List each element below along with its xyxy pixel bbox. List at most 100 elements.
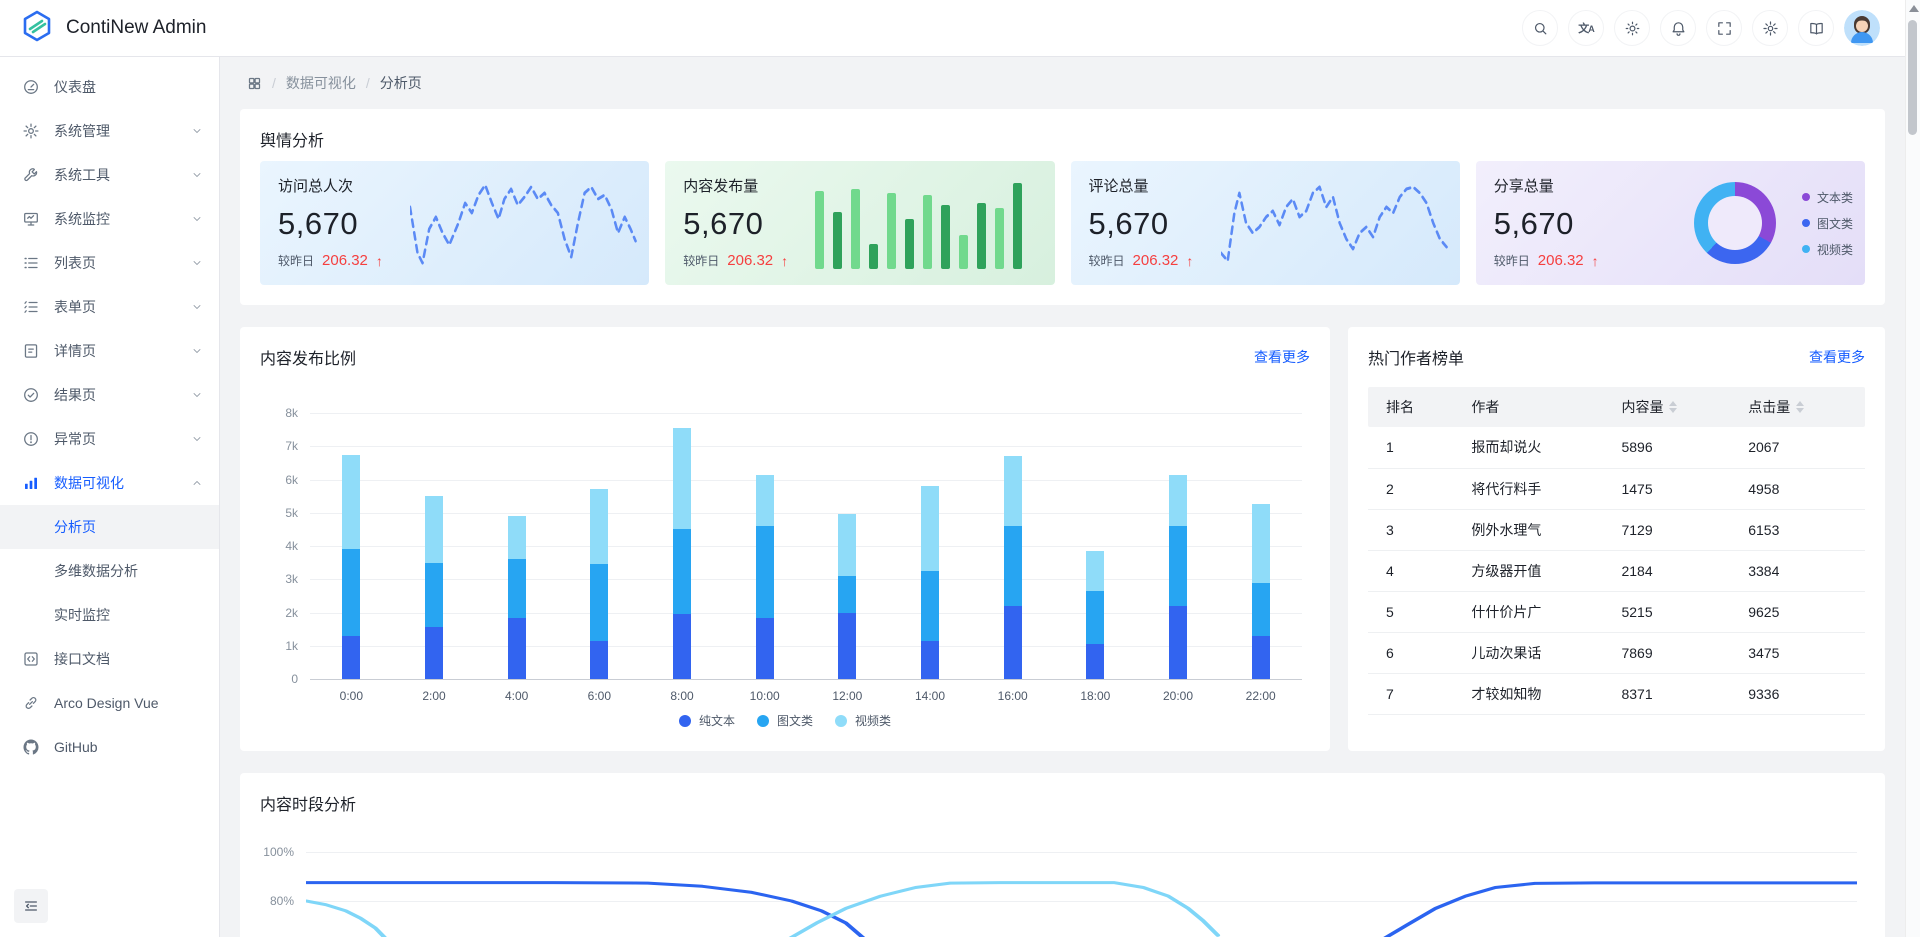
chevron-down-icon: [191, 433, 203, 445]
sidebar-subitem[interactable]: 实时监控: [0, 593, 219, 637]
stacked-bar[interactable]: [838, 514, 857, 679]
bar-segment-视频类: [673, 427, 691, 530]
stacked-bar[interactable]: [1251, 504, 1270, 679]
chart-gridline: [306, 852, 1857, 853]
sidebar-item-9[interactable]: 异常页: [0, 417, 219, 461]
theme-button[interactable]: [1614, 10, 1650, 46]
bar-segment-图文类: [590, 564, 609, 641]
x-axis-label: 18:00: [1080, 689, 1111, 703]
stat-card-title: 分享总量: [1493, 178, 1554, 195]
sidebar-item-6[interactable]: 表单页: [0, 285, 219, 329]
stat-card-value: 5,670: [1493, 206, 1574, 241]
link-icon: [22, 694, 40, 712]
donut-chart-wrap: 文本类 图文类 视频类: [1693, 182, 1853, 264]
x-axis-label: 20:00: [1162, 689, 1194, 703]
legend-label: 视频类: [1816, 242, 1853, 257]
docs-button[interactable]: [1798, 10, 1834, 46]
stat-card-compare: 较昨日 206.32 ↑: [683, 252, 1036, 269]
fullscreen-button[interactable]: [1706, 10, 1742, 46]
sidebar-item-11[interactable]: 接口文档: [0, 637, 219, 681]
stat-card-chart: [1220, 175, 1448, 271]
stacked-bar[interactable]: [425, 496, 443, 679]
sidebar-subitem-label: 分析页: [54, 519, 96, 535]
legend-dot: [756, 714, 769, 727]
sidebar-item-13[interactable]: GitHub: [0, 725, 219, 769]
compare-label: 较昨日: [1088, 254, 1125, 268]
scrollbar-thumb[interactable]: [1908, 20, 1917, 135]
stacked-bar[interactable]: [755, 474, 774, 679]
y-axis-label: 80%: [269, 894, 294, 908]
stacked-bar[interactable]: [1086, 551, 1105, 679]
mini-bar: [1013, 183, 1023, 269]
stat-card-compare: 较昨日 206.32 ↑: [278, 252, 631, 269]
column-label: 作者: [1471, 399, 1500, 415]
bar-segment-视频类: [1003, 456, 1022, 527]
bar-segment-图文类: [507, 559, 526, 618]
stacked-bar[interactable]: [507, 516, 526, 679]
sidebar-item-label: 接口文档: [54, 651, 110, 667]
breadcrumb-item[interactable]: 分析页: [379, 75, 422, 91]
sidebar-item-label: 列表页: [54, 255, 96, 271]
sidebar-item-1[interactable]: 仪表盘: [0, 65, 219, 109]
app-header: ContiNew Admin 文A: [0, 0, 1920, 57]
sidebar-subitem[interactable]: 多维数据分析: [0, 549, 219, 593]
top-authors-title: 热门作者榜单: [1368, 351, 1465, 368]
table-header-cell[interactable]: 内容量: [1611, 387, 1739, 427]
y-axis-label: 1k: [285, 638, 298, 653]
sidebar-item-7[interactable]: 详情页: [0, 329, 219, 373]
scrollbar-up-arrow[interactable]: [1909, 5, 1919, 12]
stacked-bar[interactable]: [342, 454, 361, 679]
stacked-bar[interactable]: [673, 427, 691, 679]
sidebar-item-4[interactable]: 系统监控: [0, 197, 219, 241]
notifications-button[interactable]: [1660, 10, 1696, 46]
vertical-scrollbar[interactable]: [1905, 0, 1920, 937]
authors-more-link[interactable]: 查看更多: [1809, 349, 1865, 365]
publish-more-link[interactable]: 查看更多: [1254, 349, 1310, 365]
x-axis-label: 2:00: [422, 689, 446, 703]
top-authors-card: 热门作者榜单 查看更多 排名 作者 内容量 点击量 1 报而却说火 5896 2067 2 将代…: [1348, 327, 1885, 751]
legend-dot: [678, 714, 691, 727]
sidebar-item-12[interactable]: Arco Design Vue: [0, 681, 219, 725]
sidebar-item-2[interactable]: 系统管理: [0, 109, 219, 153]
gear-icon: [22, 122, 40, 140]
bar-segment-视频类: [1086, 551, 1105, 591]
stat-card-2: 内容发布量 5,670 较昨日 206.32 ↑: [665, 161, 1055, 285]
period-analysis-title: 内容时段分析: [260, 797, 357, 814]
stacked-bar[interactable]: [590, 489, 609, 679]
sidebar-collapse-button[interactable]: [14, 889, 48, 923]
mini-bar: [887, 193, 897, 269]
sidebar-item-label: GitHub: [54, 739, 98, 755]
x-axis-label: 10:00: [749, 689, 780, 703]
chart-legend-item[interactable]: 图文类: [756, 712, 813, 729]
stacked-bar[interactable]: [1169, 474, 1187, 679]
user-avatar[interactable]: [1844, 10, 1880, 46]
search-button[interactable]: [1522, 10, 1558, 46]
sidebar-item-10[interactable]: 数据可视化: [0, 461, 219, 505]
bar-segment-图文类: [673, 529, 691, 615]
stat-card-compare: 较昨日 206.32 ↑: [1494, 252, 1847, 269]
breadcrumb-item[interactable]: 数据可视化: [285, 75, 356, 91]
chevron-down-icon: [191, 345, 203, 357]
apps-grid-icon[interactable]: [247, 76, 262, 91]
legend-label: 图文类: [776, 714, 813, 728]
sidebar-subitem[interactable]: 分析页: [0, 505, 219, 549]
brand: ContiNew Admin: [0, 9, 206, 48]
settings-button[interactable]: [1752, 10, 1788, 46]
sort-caret-icon[interactable]: [1669, 401, 1678, 413]
stacked-bar[interactable]: [1003, 456, 1022, 679]
sidebar-item-8[interactable]: 结果页: [0, 373, 219, 417]
chart-legend-item[interactable]: 纯文本: [678, 712, 735, 729]
sidebar-item-3[interactable]: 系统工具: [0, 153, 219, 197]
legend-dot: [1801, 193, 1810, 201]
dashed-sparkline: [1220, 185, 1448, 263]
table-header-cell[interactable]: 点击量: [1738, 387, 1865, 427]
language-button[interactable]: 文A: [1568, 10, 1604, 46]
sidebar-item-5[interactable]: 列表页: [0, 241, 219, 285]
table-cell: 1475: [1611, 468, 1739, 510]
stacked-bar[interactable]: [921, 486, 939, 679]
mini-bar: [977, 203, 987, 269]
detail-icon: [22, 342, 40, 360]
chart-legend-item[interactable]: 视频类: [835, 712, 891, 729]
column-label: 排名: [1386, 399, 1414, 415]
sort-caret-icon[interactable]: [1796, 401, 1805, 413]
